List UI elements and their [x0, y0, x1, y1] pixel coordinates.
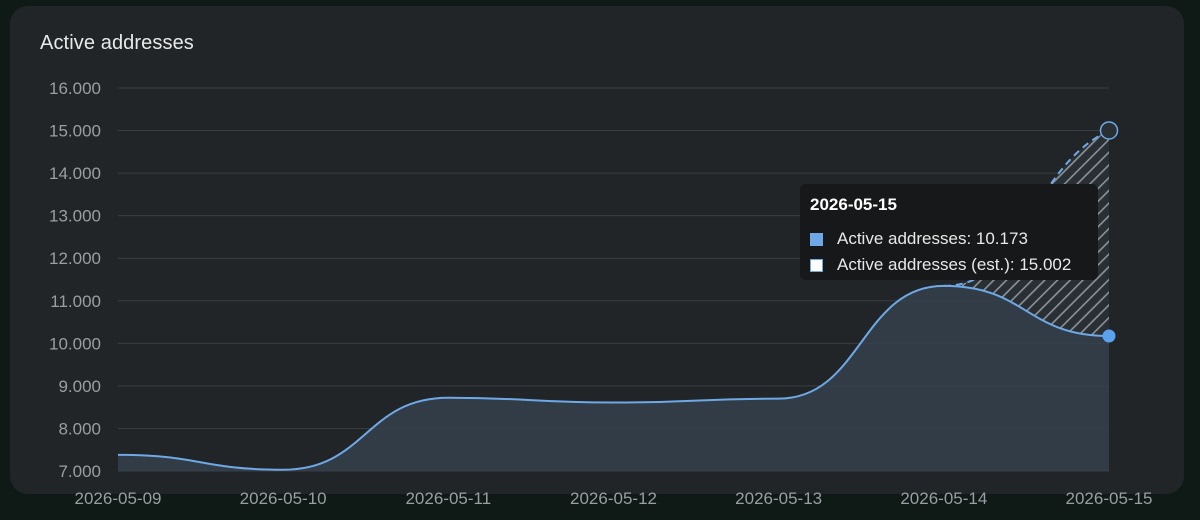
y-tick-label: 8.000: [58, 419, 101, 438]
chart-title: Active addresses: [40, 32, 194, 54]
tooltip-label-active: Active addresses: 10.173: [837, 229, 1028, 248]
y-tick-label: 16.000: [49, 79, 101, 98]
tooltip-row-active: Active addresses: 10.173: [810, 227, 1088, 251]
x-tick-label: 2026-05-14: [900, 489, 987, 508]
y-tick-label: 9.000: [58, 377, 101, 396]
x-tick-label: 2026-05-12: [570, 489, 657, 508]
data-point-estimate[interactable]: [1099, 121, 1119, 140]
legend-swatch-estimate-icon: [810, 258, 823, 272]
y-tick-label: 15.000: [49, 122, 101, 141]
y-tick-label: 14.000: [49, 164, 101, 183]
series-area-active-addresses: [118, 285, 1109, 471]
chart-tooltip: 2026-05-15 Active addresses: 10.173 Acti…: [800, 184, 1098, 280]
x-tick-label: 2026-05-15: [1066, 489, 1153, 508]
x-tick-label: 2026-05-10: [240, 489, 327, 508]
series-line-active-addresses: [117, 284, 1110, 471]
y-tick-label: 7.000: [58, 462, 101, 481]
x-axis: 2026-05-09 2026-05-10 2026-05-11 2026-05-12…: [75, 489, 1153, 508]
y-axis: 7.000 8.000 9.000 10.000 11.000 12.000 13.000 1…: [49, 79, 101, 481]
y-tick-label: 13.000: [49, 207, 101, 226]
tooltip-date: 2026-05-15: [810, 195, 897, 214]
data-point-active-addresses[interactable]: [1102, 329, 1116, 343]
tooltip-label-estimate: Active addresses (est.): 15.002: [837, 255, 1072, 274]
tooltip-row-estimate: Active addresses (est.): 15.002: [810, 253, 1088, 277]
y-tick-label: 11.000: [50, 292, 101, 311]
y-tick-label: 10.000: [49, 334, 101, 353]
y-tick-label: 12.000: [49, 249, 101, 268]
legend-swatch-active-icon: [810, 232, 823, 246]
x-tick-label: 2026-05-11: [405, 489, 491, 508]
x-tick-label: 2026-05-09: [75, 489, 162, 508]
marker-layer: [1099, 121, 1119, 343]
x-tick-label: 2026-05-13: [735, 489, 822, 508]
